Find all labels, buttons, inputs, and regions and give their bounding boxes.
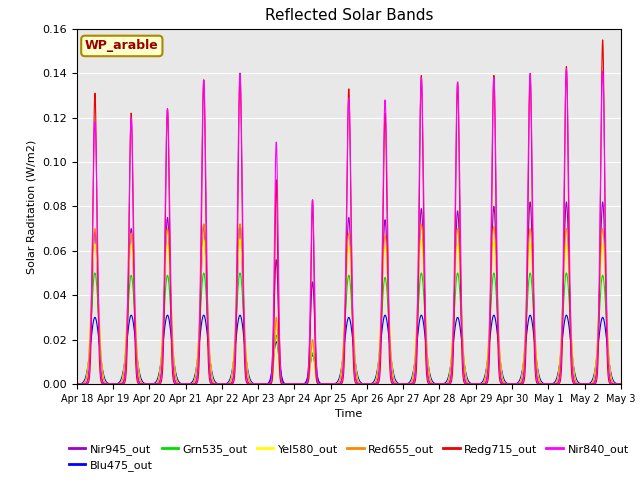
Nir945_out xyxy=(328,381,336,387)
Grn535_out xyxy=(73,381,81,387)
Redg715_out xyxy=(617,381,625,387)
Red655_out xyxy=(441,381,449,387)
Blu475_out xyxy=(127,312,135,318)
Nir945_out xyxy=(440,381,448,387)
Line: Nir945_out: Nir945_out xyxy=(77,202,621,384)
Line: Redg715_out: Redg715_out xyxy=(77,40,621,384)
Title: Reflected Solar Bands: Reflected Solar Bands xyxy=(264,9,433,24)
Grn535_out xyxy=(617,381,625,387)
Grn535_out xyxy=(171,366,179,372)
Yel580_out xyxy=(471,381,479,387)
Text: WP_arable: WP_arable xyxy=(85,39,159,52)
Nir945_out xyxy=(73,381,81,387)
Redg715_out xyxy=(471,381,479,387)
Yel580_out xyxy=(171,364,179,370)
Nir840_out xyxy=(73,381,81,387)
Red655_out xyxy=(616,381,624,387)
Line: Grn535_out: Grn535_out xyxy=(77,273,621,384)
Red655_out xyxy=(73,381,81,387)
Grn535_out xyxy=(91,270,99,276)
Nir945_out xyxy=(599,199,607,205)
Yel580_out xyxy=(441,381,449,387)
Blu475_out xyxy=(617,381,625,387)
Nir840_out xyxy=(617,381,625,387)
Redg715_out xyxy=(599,37,607,43)
Yel580_out xyxy=(329,381,337,387)
Nir840_out xyxy=(171,378,179,384)
X-axis label: Time: Time xyxy=(335,409,362,419)
Nir945_out xyxy=(171,375,179,381)
Line: Nir840_out: Nir840_out xyxy=(77,69,621,384)
Grn535_out xyxy=(329,381,337,387)
Yel580_out xyxy=(617,381,625,387)
Blu475_out xyxy=(73,381,81,387)
Nir945_out xyxy=(502,381,509,387)
Nir840_out xyxy=(440,381,448,387)
Grn535_out xyxy=(616,381,624,387)
Yel580_out xyxy=(73,381,81,387)
Redg715_out xyxy=(502,381,509,387)
Nir840_out xyxy=(471,381,479,387)
Red655_out xyxy=(502,381,509,386)
Red655_out xyxy=(171,366,179,372)
Redg715_out xyxy=(171,381,179,386)
Blu475_out xyxy=(616,381,624,387)
Nir840_out xyxy=(616,381,624,387)
Redg715_out xyxy=(328,381,336,387)
Blu475_out xyxy=(441,380,449,386)
Grn535_out xyxy=(502,381,509,386)
Grn535_out xyxy=(441,381,449,387)
Red655_out xyxy=(329,381,337,387)
Redg715_out xyxy=(616,381,624,387)
Red655_out xyxy=(471,381,479,387)
Red655_out xyxy=(200,221,207,227)
Blu475_out xyxy=(502,379,509,385)
Nir840_out xyxy=(502,381,509,387)
Nir945_out xyxy=(616,381,624,387)
Legend: Nir945_out, Blu475_out, Grn535_out, Yel580_out, Red655_out, Redg715_out, Nir840_: Nir945_out, Blu475_out, Grn535_out, Yel5… xyxy=(64,439,634,476)
Y-axis label: Solar Raditation (W/m2): Solar Raditation (W/m2) xyxy=(27,139,36,274)
Line: Yel580_out: Yel580_out xyxy=(77,240,621,384)
Nir945_out xyxy=(617,381,625,387)
Yel580_out xyxy=(200,237,207,242)
Blu475_out xyxy=(171,364,179,370)
Blu475_out xyxy=(329,381,337,387)
Line: Blu475_out: Blu475_out xyxy=(77,315,621,384)
Blu475_out xyxy=(471,381,479,387)
Nir840_out xyxy=(563,66,570,72)
Yel580_out xyxy=(616,381,624,387)
Redg715_out xyxy=(440,381,448,387)
Yel580_out xyxy=(502,381,509,386)
Redg715_out xyxy=(73,381,81,387)
Nir840_out xyxy=(328,381,336,387)
Grn535_out xyxy=(471,381,479,387)
Nir945_out xyxy=(471,381,479,387)
Line: Red655_out: Red655_out xyxy=(77,224,621,384)
Red655_out xyxy=(617,381,625,387)
